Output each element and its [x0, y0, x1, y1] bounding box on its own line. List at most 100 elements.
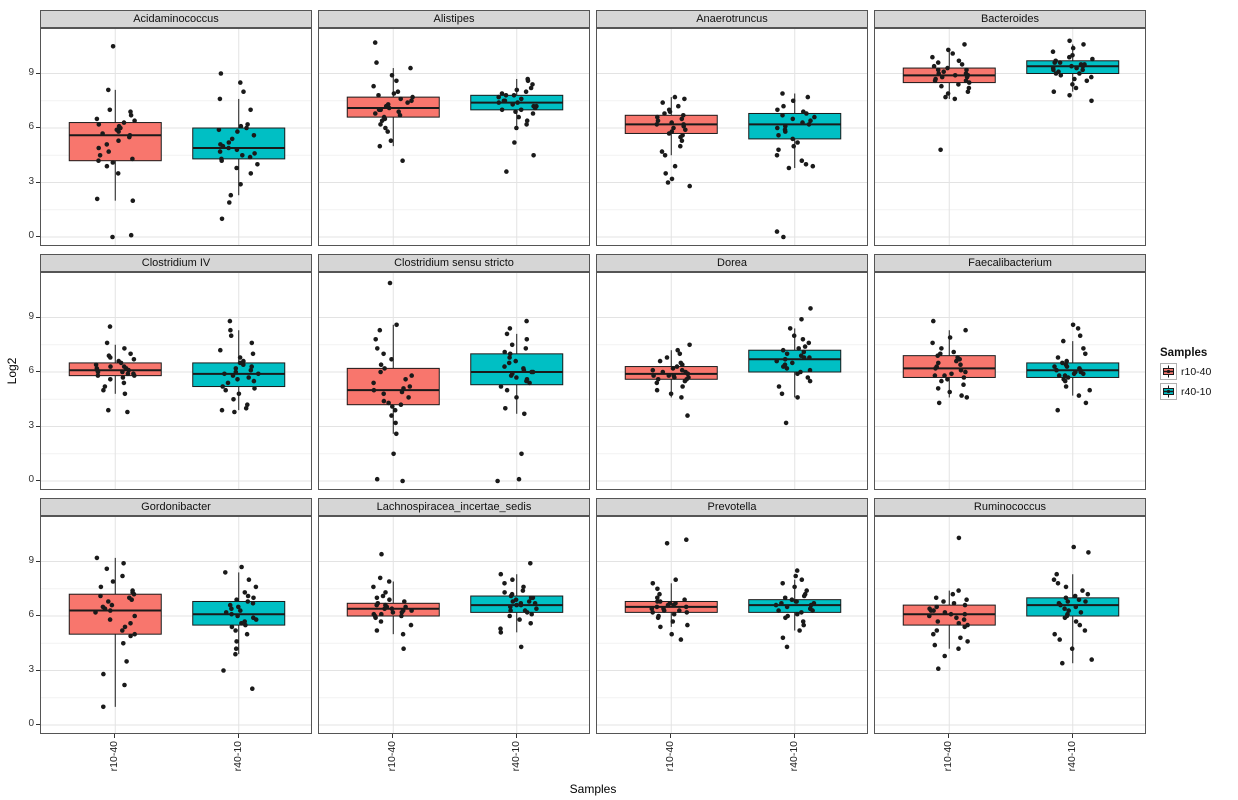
x-axis-title: Samples [569, 782, 617, 796]
data-point [966, 80, 972, 85]
data-point [128, 351, 133, 357]
y-tick-label: 3 [28, 419, 34, 431]
data-point [784, 366, 790, 371]
data-point [1063, 584, 1069, 590]
data-point [394, 431, 399, 437]
data-point [525, 78, 531, 84]
data-point [239, 621, 244, 626]
data-point [222, 371, 227, 377]
data-point [1075, 326, 1081, 331]
data-point [942, 373, 947, 378]
data-point [498, 626, 503, 631]
data-point [1055, 355, 1061, 360]
data-point [807, 355, 812, 360]
data-point [253, 617, 259, 622]
data-point [956, 621, 962, 626]
data-point [783, 420, 789, 426]
data-point [963, 327, 968, 333]
data-point [242, 590, 248, 595]
data-point [406, 395, 411, 400]
data-point [233, 366, 239, 371]
data-point [664, 541, 670, 546]
data-point [775, 125, 780, 131]
data-point [1060, 660, 1065, 666]
data-point [252, 386, 257, 391]
data-point [781, 234, 786, 240]
x-tick-label: r10-40 [664, 741, 677, 772]
x-tick-label: r40-10 [509, 741, 522, 772]
data-point [97, 153, 103, 158]
data-point [371, 380, 376, 386]
data-point [655, 586, 660, 592]
data-point [247, 154, 253, 160]
data-point [655, 377, 661, 382]
data-point [223, 387, 228, 393]
data-point [677, 608, 682, 613]
data-point [220, 143, 226, 149]
data-point [774, 229, 780, 234]
data-point [784, 351, 790, 357]
data-point [380, 593, 386, 599]
data-point [795, 140, 800, 145]
data-point [963, 369, 968, 375]
data-point [950, 51, 955, 56]
data-point [956, 82, 961, 87]
data-point [1066, 608, 1071, 613]
data-point [227, 602, 233, 608]
data-point [779, 601, 784, 606]
data-point [377, 143, 383, 149]
data-point [799, 158, 805, 163]
data-point [780, 347, 786, 353]
data-point [238, 608, 243, 613]
data-point [682, 378, 688, 384]
data-point [1057, 60, 1063, 65]
data-point [655, 118, 661, 123]
data-point [126, 367, 131, 373]
data-point [100, 131, 105, 136]
data-point [774, 358, 779, 364]
data-point [678, 143, 683, 149]
data-point [1081, 42, 1086, 47]
data-point [121, 641, 126, 646]
data-point [958, 635, 963, 641]
data-point [109, 602, 115, 608]
data-point [801, 355, 807, 360]
data-point [939, 83, 944, 89]
data-point [795, 395, 800, 400]
data-point [776, 133, 781, 138]
data-point [810, 608, 815, 613]
data-point [396, 109, 401, 114]
facet-strip: Prevotella [596, 498, 868, 516]
data-point [1061, 338, 1066, 344]
data-point [660, 100, 665, 105]
x-tick-label: r40-10 [787, 741, 800, 772]
data-point [932, 373, 938, 378]
data-point [654, 122, 660, 127]
data-point [389, 73, 395, 78]
y-tick-mark [36, 127, 40, 128]
data-point [1089, 74, 1094, 80]
data-point [662, 111, 667, 116]
data-point [245, 593, 251, 599]
data-point [132, 631, 137, 637]
data-point [98, 584, 104, 590]
data-point [1090, 56, 1095, 62]
data-point [248, 107, 253, 113]
data-point [528, 85, 534, 91]
data-point [687, 183, 692, 189]
data-point [806, 340, 812, 346]
data-point [1071, 371, 1077, 377]
data-point [949, 371, 954, 377]
data-point [385, 129, 390, 134]
data-point [93, 362, 99, 367]
data-point [1063, 595, 1069, 601]
data-point [529, 611, 534, 617]
data-point [519, 96, 524, 102]
data-point [1067, 54, 1072, 60]
data-point [395, 89, 401, 94]
data-point [518, 107, 524, 113]
data-point [243, 622, 248, 628]
data-point [952, 73, 958, 78]
data-point [1081, 346, 1086, 351]
data-point [784, 644, 790, 650]
